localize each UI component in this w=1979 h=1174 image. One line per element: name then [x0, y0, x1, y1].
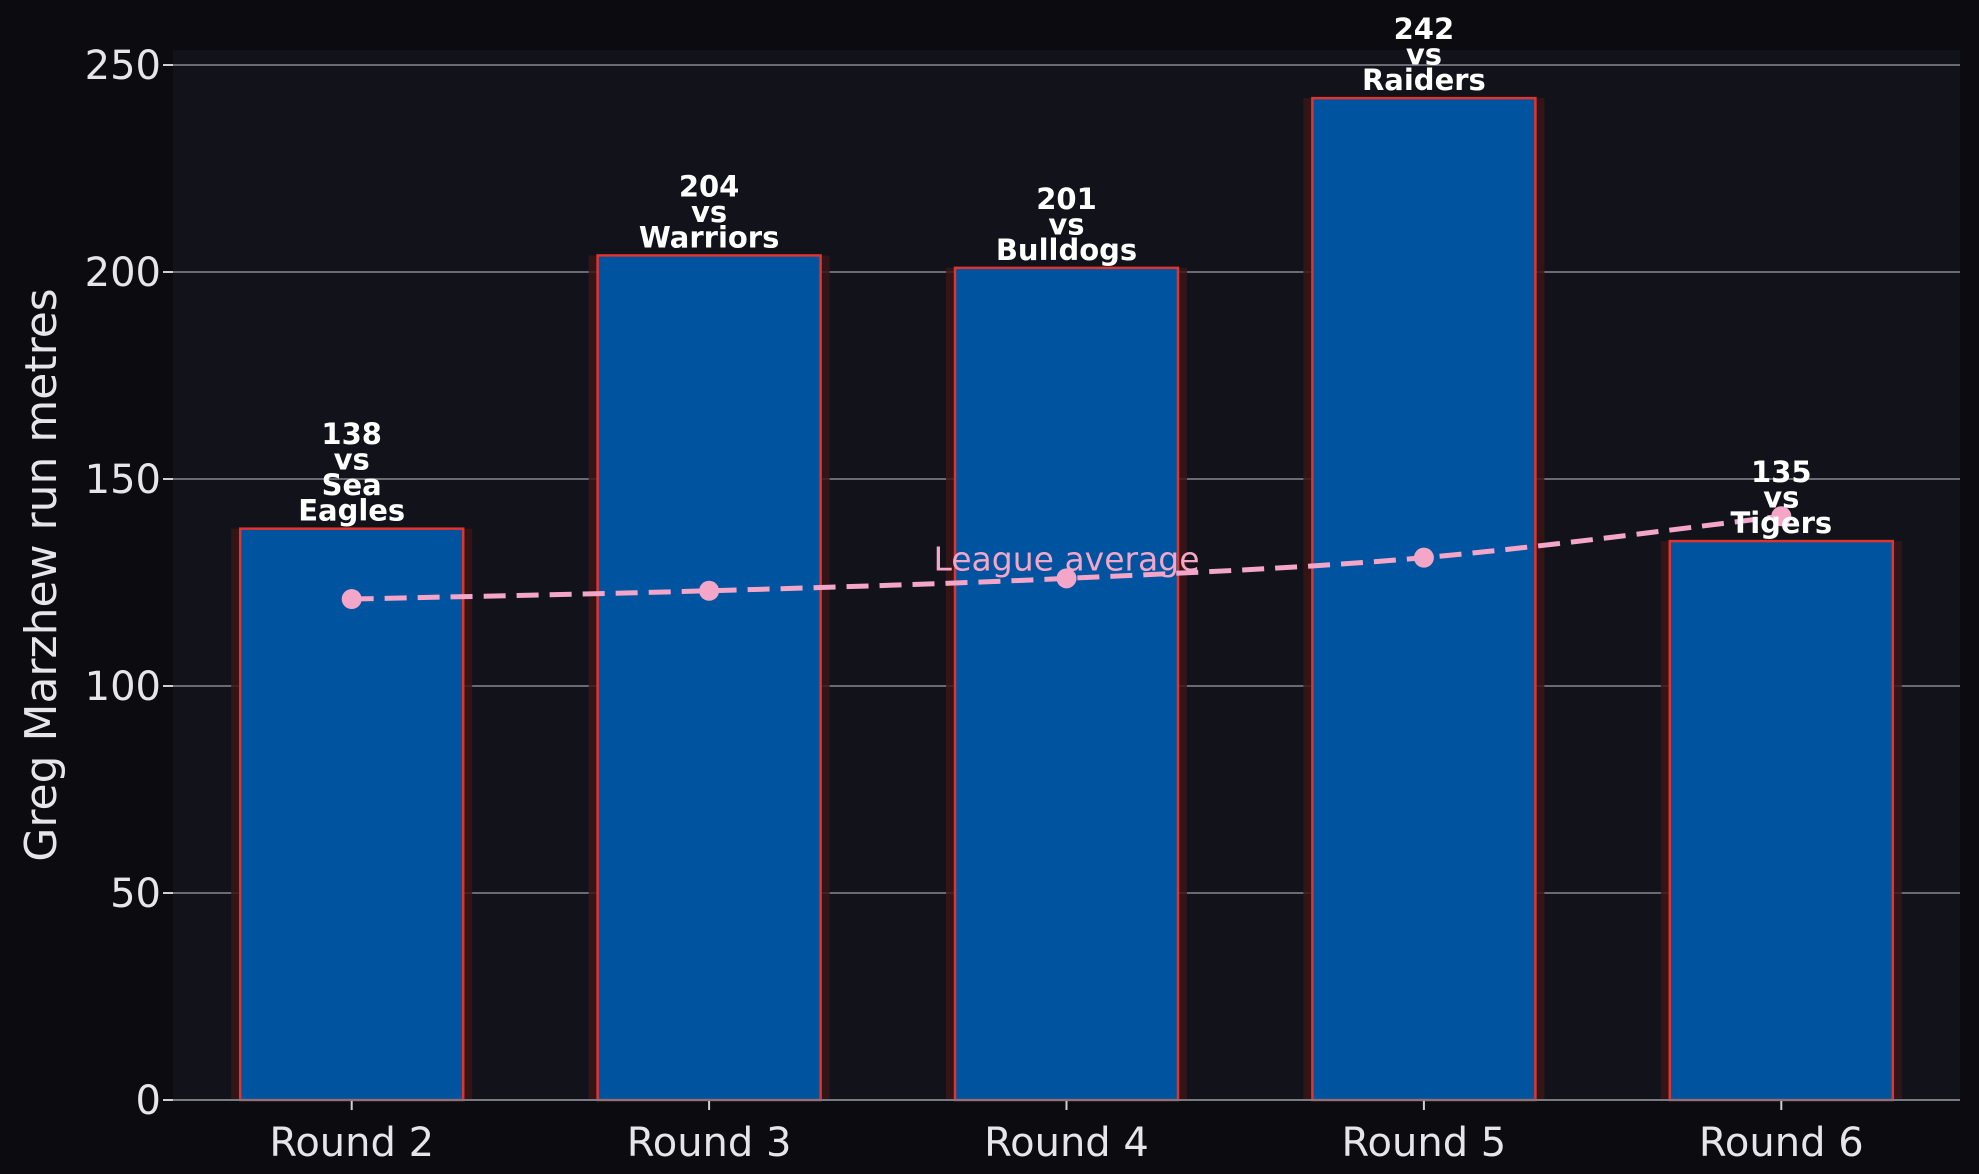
bar-data-label: 138 [321, 417, 382, 451]
y-tick-label: 250 [85, 43, 161, 89]
league-average-point [699, 580, 720, 601]
x-tick-label: Round 2 [269, 1120, 434, 1166]
x-tick-label: Round 3 [627, 1120, 792, 1166]
bar-data-label: Raiders [1362, 63, 1486, 97]
bar-data-label: 204 [679, 169, 740, 203]
bar-data-label: vs [1763, 481, 1799, 515]
bar-data-label: 135 [1751, 455, 1812, 489]
bar-data-label: Tigers [1730, 506, 1832, 540]
y-tick-label: 100 [85, 664, 161, 710]
y-tick-label: 0 [136, 1078, 161, 1124]
bar [953, 266, 1180, 1102]
x-tick-label: Round 6 [1699, 1120, 1864, 1166]
bar-data-label: Eagles [298, 494, 405, 528]
x-tick-label: Round 5 [1342, 1120, 1507, 1166]
bar-data-label: Sea [322, 468, 382, 502]
league-average-line [351, 513, 1782, 602]
bar [1311, 96, 1537, 1102]
bar-data-label: 242 [1394, 12, 1455, 46]
bar-data-label: vs [334, 443, 370, 477]
bar [1668, 539, 1895, 1102]
y-tick-label: 50 [110, 871, 161, 917]
y-tick-label: 150 [85, 457, 161, 503]
bar-data-label: vs [691, 195, 727, 229]
y-axis-label: Greg Marzhew run metres [16, 288, 67, 861]
bar-data-label: vs [1048, 207, 1084, 241]
league-average-label: League average [933, 539, 1199, 578]
y-tick-label: 200 [85, 250, 161, 296]
league-average-point [1056, 568, 1077, 589]
league-average-point [1413, 547, 1434, 568]
league-average-point [1771, 506, 1792, 527]
bar [596, 254, 822, 1102]
bar [238, 527, 465, 1102]
bar-data-label: Warriors [639, 220, 780, 254]
league-average-point [341, 589, 362, 610]
x-tick-label: Round 4 [984, 1120, 1149, 1166]
bar-data-label: vs [1406, 38, 1442, 72]
bar-data-label: Bulldogs [996, 233, 1137, 267]
bar-data-label: 201 [1036, 182, 1097, 216]
